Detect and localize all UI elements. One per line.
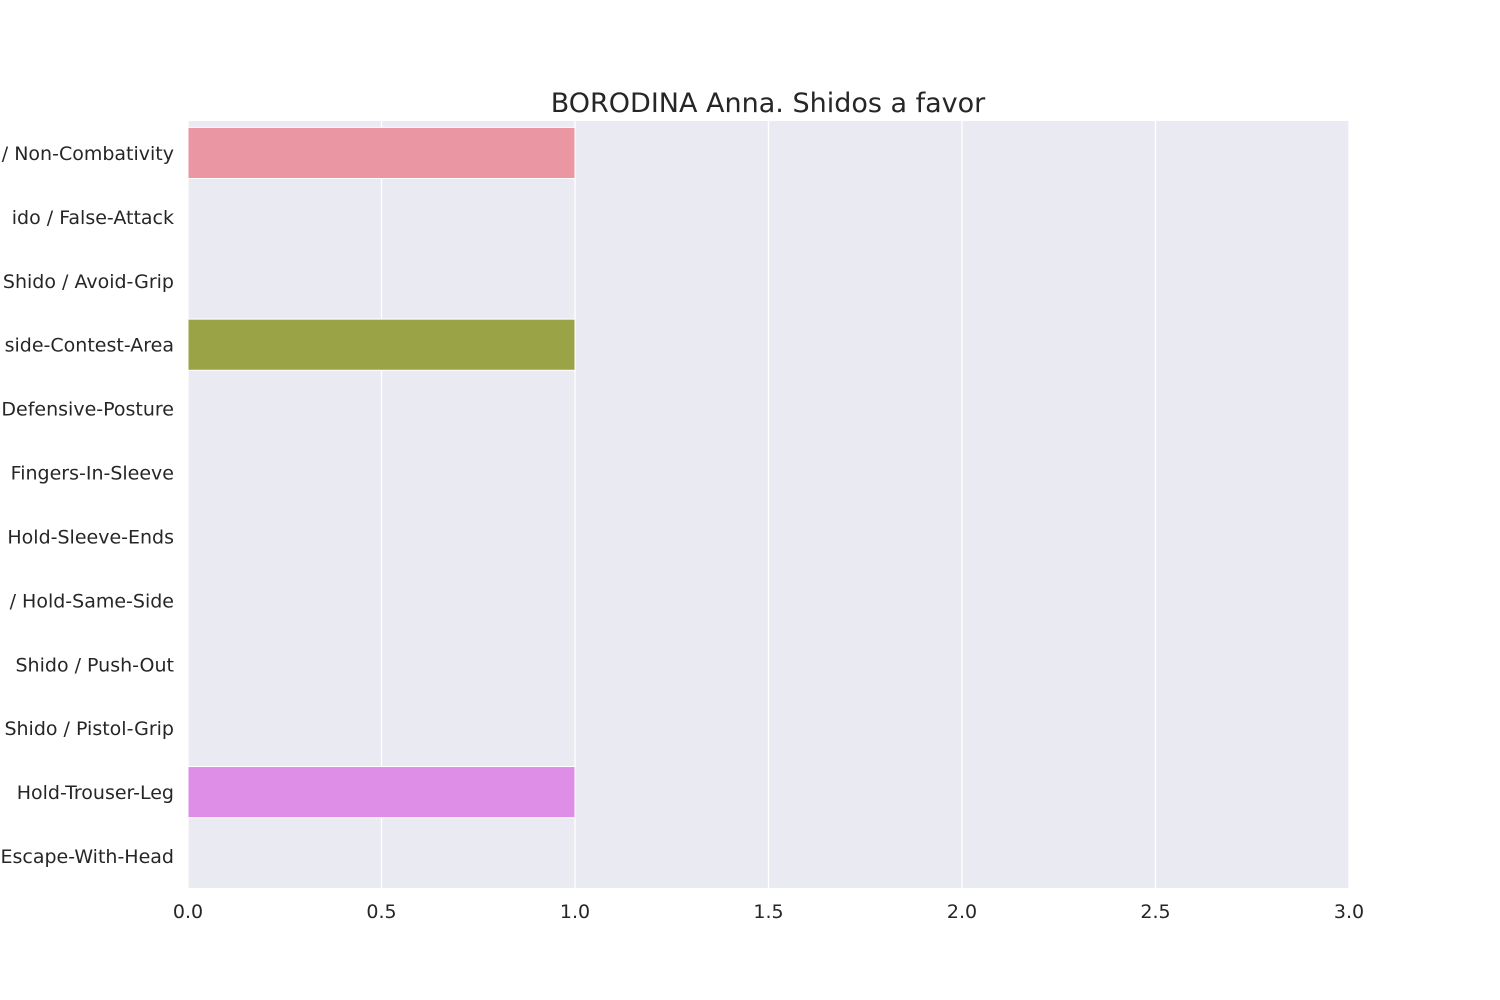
x-axis-labels: 0.0 0.5 1.0 1.5 2.0 2.5 3.0 (173, 901, 1364, 923)
y-tick-label: Defensive-Posture (1, 399, 174, 421)
x-tick-label: 1.5 (753, 901, 783, 923)
y-tick-label: Hold-Trouser-Leg (17, 782, 174, 804)
y-tick-label: side-Contest-Area (5, 335, 174, 357)
bar-10 (187, 766, 576, 819)
bars (187, 126, 576, 819)
bar-3 (187, 318, 576, 371)
y-tick-label: Fingers-In-Sleeve (11, 463, 174, 485)
x-tick-label: 2.0 (947, 901, 977, 923)
bar-0 (187, 126, 576, 180)
y-tick-label: Hold-Sleeve-Ends (7, 526, 174, 548)
y-tick-label: / Non-Combativity (2, 143, 174, 165)
x-tick-label: 0.0 (173, 901, 203, 923)
y-tick-label: Shido / Push-Out (16, 654, 175, 676)
x-tick-label: 1.0 (560, 901, 590, 923)
chart-title: BORODINA Anna. Shidos a favor (551, 88, 986, 119)
y-axis-labels: / Non-Combativity ido / False-Attack Shido… (0, 143, 174, 868)
gridlines (187, 121, 1350, 888)
x-tick-label: 2.5 (1140, 901, 1170, 923)
y-tick-label: Escape-With-Head (0, 846, 174, 868)
y-tick-label: / Hold-Same-Side (10, 590, 174, 612)
x-tick-label: 0.5 (366, 901, 396, 923)
y-tick-label: ido / False-Attack (12, 207, 174, 229)
x-tick-label: 3.0 (1334, 901, 1364, 923)
y-tick-label: Shido / Pistol-Grip (4, 718, 174, 740)
y-tick-label: Shido / Avoid-Grip (3, 271, 174, 293)
